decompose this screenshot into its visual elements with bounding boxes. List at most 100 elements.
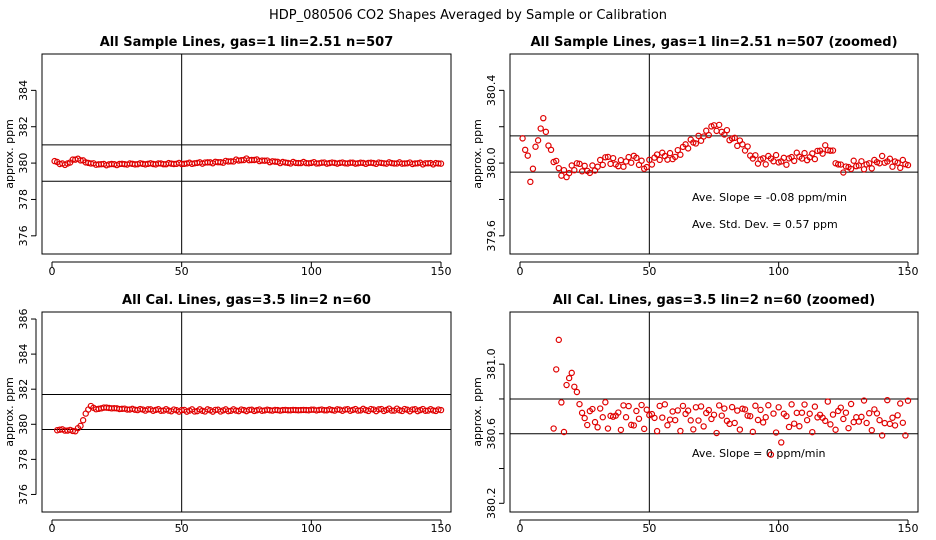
- data-point: [723, 126, 731, 134]
- data-point: [589, 405, 596, 413]
- data-point: [752, 402, 759, 409]
- x-tick-label: 50: [175, 522, 189, 535]
- data-point: [801, 401, 808, 408]
- data-point: [563, 381, 570, 389]
- data-point: [560, 428, 568, 436]
- data-point: [754, 416, 762, 424]
- data-point: [878, 432, 886, 439]
- x-tick-label: 50: [642, 265, 656, 278]
- data-point: [759, 155, 767, 162]
- plot-frame: [41, 53, 452, 255]
- data-point: [435, 406, 442, 413]
- data-point: [661, 401, 669, 408]
- data-point: [599, 161, 606, 169]
- x-tick-label: 50: [175, 265, 189, 278]
- annotation-1: Ave. Slope = 0 ppm/min: [692, 447, 826, 460]
- data-point: [659, 414, 666, 421]
- data-point: [617, 426, 625, 434]
- x-tick-label: 150: [431, 522, 452, 535]
- data-point: [837, 404, 844, 411]
- data-point: [607, 160, 614, 168]
- data-point: [796, 423, 803, 430]
- data-point: [891, 422, 899, 429]
- data-point: [785, 423, 793, 431]
- y-tick-label: 382: [17, 379, 30, 400]
- panel-3: All Cal. Lines, gas=3.5 lin=2 n=60 0 50 100…: [3, 293, 452, 535]
- data-points: [51, 155, 445, 169]
- data-point: [850, 157, 857, 164]
- data-point: [790, 420, 798, 427]
- data-point: [863, 419, 870, 427]
- data-point: [672, 416, 679, 424]
- data-point: [894, 159, 901, 166]
- data-point: [886, 420, 894, 428]
- data-point: [591, 418, 599, 426]
- data-point: [589, 162, 596, 169]
- data-point: [721, 405, 728, 412]
- data-point: [845, 424, 852, 432]
- data-point: [602, 399, 609, 406]
- data-point: [897, 164, 904, 172]
- data-point: [734, 407, 741, 414]
- data-points: [53, 402, 445, 435]
- data-point: [897, 400, 904, 407]
- data-point: [814, 147, 821, 155]
- data-point: [620, 402, 627, 409]
- panels: All Sample Lines, gas=1 lin=2.51 n=507 0 5…: [3, 35, 919, 535]
- data-point: [700, 133, 707, 140]
- data-point: [840, 415, 847, 423]
- data-point: [824, 398, 832, 405]
- data-point: [827, 147, 834, 154]
- data-point: [576, 160, 583, 168]
- data-point: [731, 419, 738, 427]
- data-point: [674, 146, 681, 154]
- data-point: [578, 168, 586, 175]
- data-point: [899, 419, 907, 426]
- data-point: [775, 404, 782, 411]
- data-point: [684, 407, 692, 414]
- panel-title: All Cal. Lines, gas=3.5 lin=2 n=60 (zoom…: [553, 293, 875, 308]
- data-point: [666, 416, 674, 423]
- data-point: [860, 397, 868, 404]
- data-point: [581, 162, 588, 170]
- data-point: [437, 406, 445, 414]
- data-point: [677, 427, 684, 435]
- data-point: [811, 403, 819, 410]
- data-point: [695, 417, 702, 424]
- data-point: [684, 145, 692, 152]
- data-point: [697, 403, 705, 410]
- data-point: [628, 421, 635, 429]
- data-point: [651, 414, 658, 422]
- x-tick-label: 0: [517, 265, 524, 278]
- data-point: [793, 409, 800, 417]
- x-tick-label: 50: [642, 522, 656, 535]
- x-tick-label: 100: [301, 265, 322, 278]
- y-tick-label: 384: [17, 344, 30, 365]
- data-point: [571, 383, 578, 390]
- data-point: [540, 114, 547, 122]
- y-axis-label: approx. ppm: [3, 377, 16, 447]
- data-point: [77, 422, 84, 430]
- y-tick-label: 379.6: [485, 220, 498, 252]
- data-point: [713, 429, 720, 437]
- data-point: [609, 154, 617, 162]
- data-point: [679, 402, 687, 410]
- data-point: [868, 165, 875, 172]
- data-point: [534, 137, 542, 144]
- data-point: [710, 411, 718, 418]
- y-tick-label: 378: [17, 449, 30, 470]
- data-point: [858, 158, 865, 165]
- data-point: [801, 149, 808, 157]
- data-point: [728, 403, 736, 411]
- data-point: [617, 156, 625, 164]
- data-point: [625, 153, 632, 161]
- data-point: [718, 412, 725, 419]
- data-point: [734, 142, 741, 150]
- data-point: [638, 401, 645, 409]
- data-point: [757, 406, 764, 414]
- data-point: [565, 374, 573, 382]
- data-point: [809, 428, 816, 436]
- data-point: [576, 400, 583, 408]
- data-point: [759, 419, 767, 426]
- data-point: [822, 142, 829, 149]
